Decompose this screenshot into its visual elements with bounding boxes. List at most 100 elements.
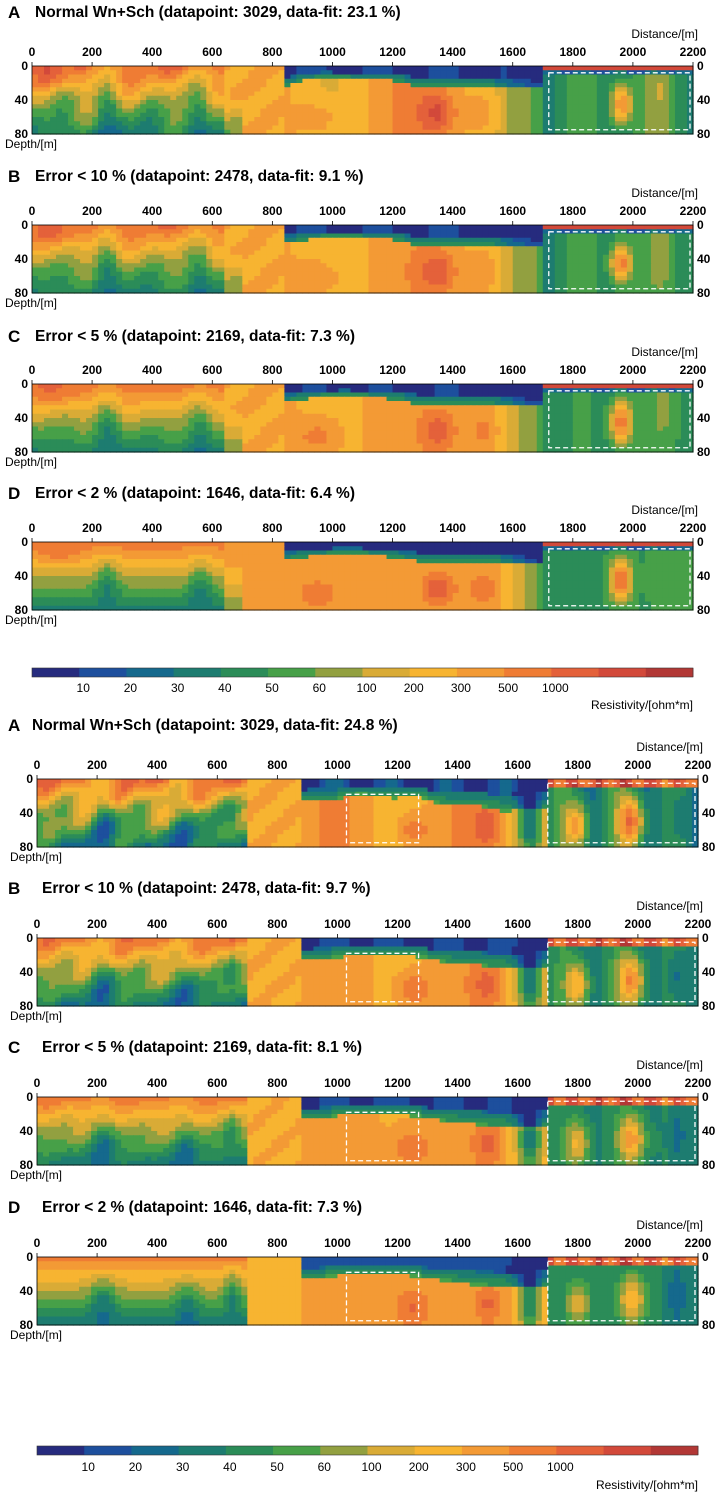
resistivity-cell (440, 259, 448, 264)
x-tick-label: 400 (142, 204, 162, 218)
resistivity-cell (470, 276, 478, 281)
resistivity-cell (338, 233, 346, 239)
resistivity-cell (62, 78, 69, 84)
resistivity-cell (50, 237, 57, 243)
resistivity-cell (464, 83, 472, 88)
resistivity-cell (674, 263, 682, 269)
resistivity-cell (314, 280, 322, 286)
resistivity-cell (302, 125, 310, 131)
resistivity-cell (602, 430, 610, 436)
resistivity-cell (500, 392, 508, 398)
resistivity-cell (344, 237, 352, 243)
resistivity-cell (230, 125, 237, 131)
resistivity-cell (344, 233, 352, 239)
resistivity-cell (614, 267, 622, 273)
resistivity-cell (38, 87, 45, 93)
resistivity-cell (422, 280, 430, 286)
resistivity-cell (80, 396, 87, 402)
resistivity-cell (224, 392, 231, 398)
resistivity-cell (410, 405, 418, 411)
y-tick-label: 80 (15, 127, 29, 141)
resistivity-cell (332, 91, 340, 97)
resistivity-cell (248, 413, 255, 419)
resistivity-cell (98, 91, 105, 97)
resistivity-cell (350, 242, 358, 247)
resistivity-cell (416, 225, 424, 230)
resistivity-cell (86, 229, 93, 235)
resistivity-cell (158, 70, 165, 76)
resistivity-cell (134, 70, 141, 76)
resistivity-cell (614, 284, 622, 290)
resistivity-cell (146, 233, 153, 239)
resistivity-cell (578, 125, 586, 131)
resistivity-cell (296, 435, 304, 440)
resistivity-cell (422, 108, 430, 114)
resistivity-cell (284, 95, 291, 101)
resistivity-cell (44, 70, 51, 76)
resistivity-cell (314, 426, 322, 432)
resistivity-cell (368, 74, 376, 80)
resistivity-cell (656, 422, 664, 428)
resistivity-cell (380, 388, 388, 394)
resistivity-cell (176, 95, 183, 101)
resistivity-cell (626, 95, 634, 101)
resistivity-cell (92, 229, 99, 235)
resistivity-cell (242, 225, 249, 230)
resistivity-cell (596, 246, 604, 252)
resistivity-cell (38, 384, 45, 389)
resistivity-cell (140, 117, 147, 122)
resistivity-cell (182, 83, 189, 88)
resistivity-cell (110, 426, 117, 432)
resistivity-cell (308, 401, 316, 406)
resistivity-cell (146, 413, 153, 419)
resistivity-cell (236, 288, 243, 294)
resistivity-cell (392, 422, 400, 428)
resistivity-cell (68, 409, 75, 415)
resistivity-cell (44, 121, 51, 127)
resistivity-cell (272, 83, 279, 88)
resistivity-cell (38, 271, 45, 277)
resistivity-cell (596, 250, 604, 256)
resistivity-cell (404, 250, 412, 256)
resistivity-cell (290, 401, 297, 406)
resistivity-cell (632, 422, 640, 428)
resistivity-cell (176, 233, 183, 239)
resistivity-cell (374, 237, 382, 243)
resistivity-cell (650, 430, 658, 436)
resistivity-cell (128, 263, 135, 269)
resistivity-cell (80, 87, 87, 93)
resistivity-cell (332, 117, 340, 122)
resistivity-cell (230, 254, 237, 260)
resistivity-cell (632, 78, 640, 84)
resistivity-cell (344, 78, 352, 84)
resistivity-cell (104, 263, 111, 269)
resistivity-cell (260, 276, 267, 281)
resistivity-cell (128, 392, 135, 398)
resistivity-cell (248, 435, 255, 440)
resistivity-cell (632, 396, 640, 402)
resistivity-cell (524, 396, 532, 402)
resistivity-cell (98, 225, 105, 230)
resistivity-cell (578, 396, 586, 402)
resistivity-cell (398, 254, 406, 260)
resistivity-cell (188, 91, 195, 97)
resistivity-cell (116, 233, 123, 239)
resistivity-cell (398, 280, 406, 286)
resistivity-cell (410, 409, 418, 415)
resistivity-cell (620, 401, 628, 406)
resistivity-cell (254, 225, 261, 230)
resistivity-cell (350, 250, 358, 256)
resistivity-cell (668, 225, 676, 230)
resistivity-cell (260, 91, 267, 97)
resistivity-cell (584, 405, 592, 411)
resistivity-cell (440, 78, 448, 84)
resistivity-cell (518, 254, 526, 260)
resistivity-cell (290, 254, 297, 260)
resistivity-cell (320, 104, 328, 110)
resistivity-cell (482, 117, 490, 122)
resistivity-cell (536, 117, 544, 122)
resistivity-cell (140, 91, 147, 97)
resistivity-cell (110, 66, 117, 71)
resistivity-cell (86, 388, 93, 394)
resistivity-cell (326, 129, 334, 135)
